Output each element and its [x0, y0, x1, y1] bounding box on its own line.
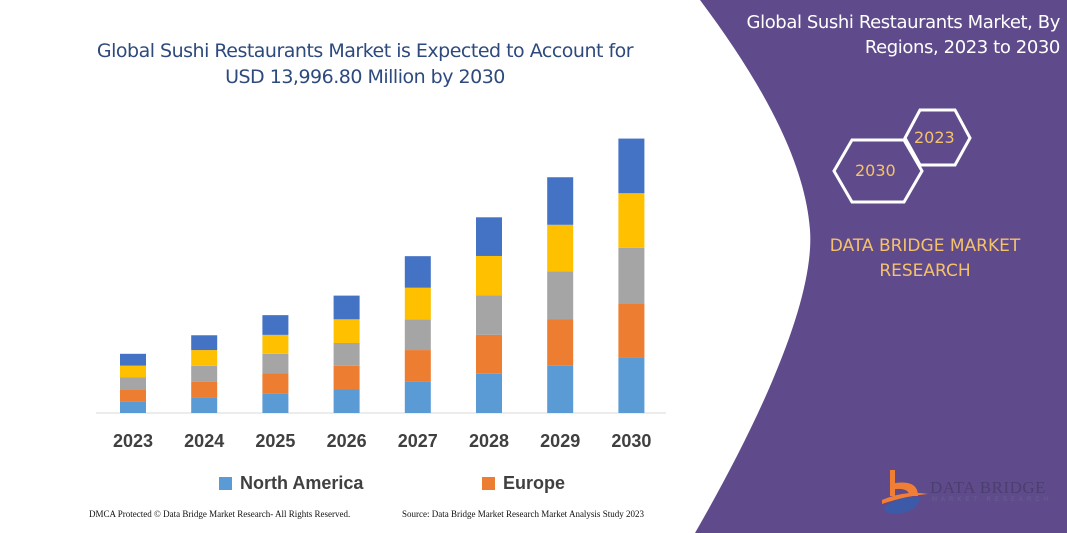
bar-segment-2024-2: [191, 365, 218, 382]
hex-label-2023: 2023: [914, 128, 955, 147]
bar-segment-2023-4: [120, 353, 146, 366]
legend-item-europe: Europe: [482, 473, 565, 494]
bar-segment-2029-0: [547, 365, 574, 413]
bar-segment-2027-2: [404, 319, 431, 351]
bar-segment-2030-2: [618, 247, 645, 304]
bar-segment-2025-4: [262, 315, 289, 335]
legend-label: North America: [240, 473, 364, 493]
hexagon-2023: [903, 108, 972, 167]
bar-segment-2025-1: [262, 373, 289, 394]
x-tick-label: 2024: [184, 431, 224, 451]
bar-segment-2024-4: [191, 335, 218, 351]
x-tick-label: 2025: [255, 431, 295, 451]
bar-segment-2024-3: [191, 350, 218, 366]
bar-segment-2028-4: [476, 217, 502, 256]
bar-segment-2026-3: [333, 319, 360, 343]
title-line-1: Global Sushi Restaurants Market is Expec…: [96, 40, 634, 62]
side-title-line-1: Global Sushi Restaurants Market, By: [746, 12, 1061, 33]
legend-label: Europe: [503, 473, 566, 493]
bar-segment-2030-1: [618, 303, 645, 358]
bar-segment-2025-3: [262, 334, 289, 354]
side-panel: [695, 0, 1067, 533]
brand-text: DATA BRIDGE MARKET RESEARCH: [820, 234, 1030, 284]
x-tick-label: 2029: [540, 431, 580, 451]
hexagon-2030: [832, 138, 924, 204]
legend-item-north-america: North America: [219, 473, 363, 494]
x-tick-label: 2028: [469, 431, 509, 451]
legend-swatch: [219, 477, 232, 490]
footer-copyright: DMCA Protected © Data Bridge Market Rese…: [89, 509, 351, 519]
x-tick-label: 2027: [398, 431, 438, 451]
bar-segment-2028-0: [476, 373, 502, 413]
bar-segment-2029-4: [547, 177, 574, 225]
bar-segment-2029-3: [547, 224, 574, 272]
x-tick-label: 2030: [611, 431, 651, 451]
bar-segment-2026-2: [333, 342, 360, 366]
bar-segment-2024-0: [191, 397, 218, 413]
bar-segment-2023-3: [120, 365, 146, 378]
logo-text: DATA BRIDGE: [930, 478, 1047, 497]
bar-segment-2026-4: [333, 295, 360, 320]
bar-segment-2023-1: [120, 389, 146, 402]
bar-segment-2024-1: [191, 381, 218, 398]
x-tick-label: 2023: [113, 431, 153, 451]
bar-segment-2025-2: [262, 353, 289, 374]
side-panel-title: Global Sushi Restaurants Market, By Regi…: [720, 10, 1061, 60]
brand-line-1: DATA BRIDGE MARKET: [829, 236, 1021, 256]
chart-title: Global Sushi Restaurants Market is Expec…: [95, 38, 635, 90]
bar-segment-2027-3: [404, 287, 431, 320]
bars: [120, 138, 645, 413]
bar-segment-2023-0: [120, 401, 146, 413]
legend-swatch: [482, 477, 495, 490]
title-line-2: USD 13,996.80 Million by 2030: [225, 66, 505, 88]
bar-segment-2026-1: [333, 365, 360, 390]
bar-segment-2026-0: [333, 389, 360, 413]
hex-label-2030: 2030: [855, 161, 896, 180]
bar-segment-2028-2: [476, 295, 502, 335]
x-tick-labels: 2023 2024 2025 2026 2027 2028 2029 2030: [113, 431, 651, 451]
bar-segment-2030-4: [618, 138, 645, 194]
bar-segment-2028-3: [476, 255, 502, 296]
side-title-line-2: Regions, 2023 to 2030: [864, 37, 1061, 58]
brand-line-2: RESEARCH: [879, 261, 971, 281]
bar-segment-2030-3: [618, 193, 645, 248]
bar-segment-2027-1: [404, 350, 431, 382]
bar-segment-2027-0: [404, 381, 431, 413]
bar-segment-2029-2: [547, 271, 574, 320]
footer-source: Source: Data Bridge Market Research Mark…: [402, 509, 644, 519]
bar-segment-2030-0: [618, 357, 645, 413]
bar-segment-2027-4: [404, 256, 431, 288]
bar-segment-2023-2: [120, 377, 146, 390]
bar-segment-2028-1: [476, 334, 502, 374]
bar-segment-2025-0: [262, 393, 289, 413]
x-tick-label: 2026: [327, 431, 367, 451]
bar-segment-2029-1: [547, 319, 574, 366]
logo-icon: [882, 470, 928, 514]
logo-subtext: MARKET RESEARCH: [932, 497, 1052, 503]
